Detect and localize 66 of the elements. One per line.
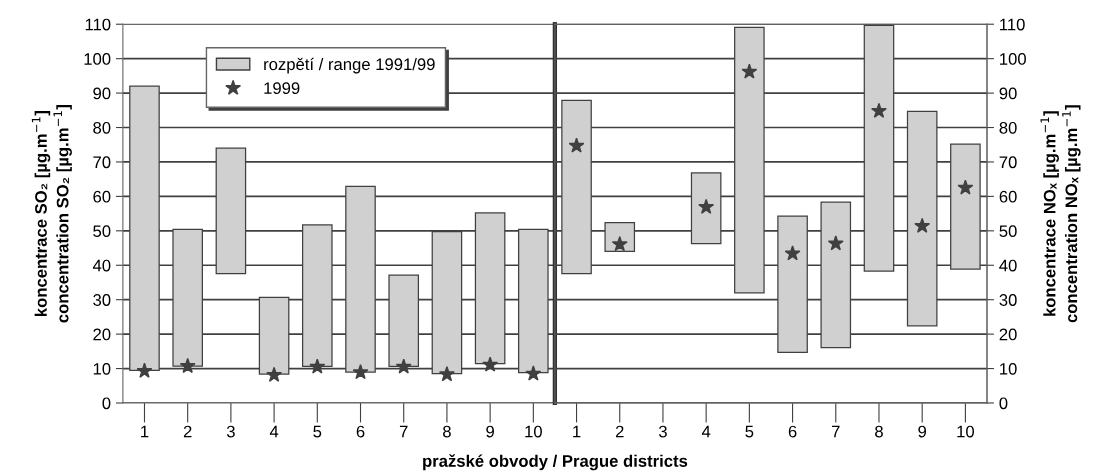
x-tick-label: 3 [658,425,667,438]
point [438,366,455,382]
y-tick-label: 10 [93,362,111,375]
point [914,217,931,233]
x-tick-label: 9 [918,425,927,438]
y2-tick-label: 80 [999,121,1017,134]
point [568,137,585,153]
point [525,365,542,381]
point [784,245,801,261]
y-tick-label: 60 [93,190,111,203]
y2-tick-label: 70 [999,156,1017,169]
x-tick-label: 5 [745,425,754,438]
y-tick-label: 0 [102,397,111,410]
y-tick-label: 110 [85,18,111,31]
point [179,357,196,374]
point [309,358,326,374]
y-axis-title: koncentrace SO₂ [µg.m$^{−1}$] concentration SO₂ [µg.m$^{−1}$] [31,105,72,323]
x-tick-label: 6 [788,425,797,438]
y2-tick-label: 100 [1000,53,1026,65]
x-tick-label: 4 [701,425,711,438]
x-tick-label: 3 [226,425,235,438]
y-tick-label: 100 [84,53,111,65]
point [957,179,974,195]
y-tick-label: 80 [93,121,111,134]
y-tick-label: 70 [93,156,111,169]
x-tick-label: 6 [356,425,365,438]
y2-tick-label: 50 [999,225,1017,238]
y2-tick-label: 110 [1000,18,1025,31]
x-tick-label: 2 [615,425,624,438]
y-tick-label: 90 [93,87,111,100]
x-tick-label: 7 [399,425,408,438]
x-tick-label: 1 [141,425,149,438]
x-tick-label: 5 [313,425,322,438]
x-tick-label: 8 [443,425,451,438]
point [741,63,758,79]
x-tick-label: 7 [832,425,840,438]
x-tick-label: 10 [525,425,542,438]
y2-tick-label: 40 [999,259,1017,272]
y2-tick-label: 20 [999,328,1017,341]
point [136,362,153,378]
point [395,358,412,374]
legend-label: 1999 [264,82,300,95]
x-axis-title: pražské obvody / Prague districts [423,454,688,471]
y-tick-label: 30 [93,294,111,306]
y-tick-label: 40 [92,259,111,272]
x-tick-label: 2 [183,425,192,438]
legend-label: rozpětí / range 1991/99 [264,57,435,74]
point [698,198,715,214]
point [266,366,283,382]
y-tick-label: 50 [93,225,111,238]
point [352,364,369,380]
point [871,102,887,118]
y-tick-label: 20 [93,328,111,341]
point [827,235,844,251]
y2-axis-title: koncentrace NOₓ [µg.m$^{−1}$] concentration NOₓ [µg.m$^{−1}$] [1040,105,1081,323]
y2-tick-label: 90 [999,87,1017,100]
x-tick-label: 9 [486,425,494,438]
y2-tick-label: 60 [999,190,1017,203]
y2-tick-label: 10 [1000,362,1017,375]
x-tick-label: 8 [875,425,883,438]
x-tick-label: 10 [957,425,975,438]
x-tick-label: 1 [573,425,581,438]
point [482,356,499,372]
y2-tick-label: 0 [999,397,1008,410]
x-tick-label: 4 [269,425,279,438]
y2-tick-label: 30 [999,294,1017,306]
